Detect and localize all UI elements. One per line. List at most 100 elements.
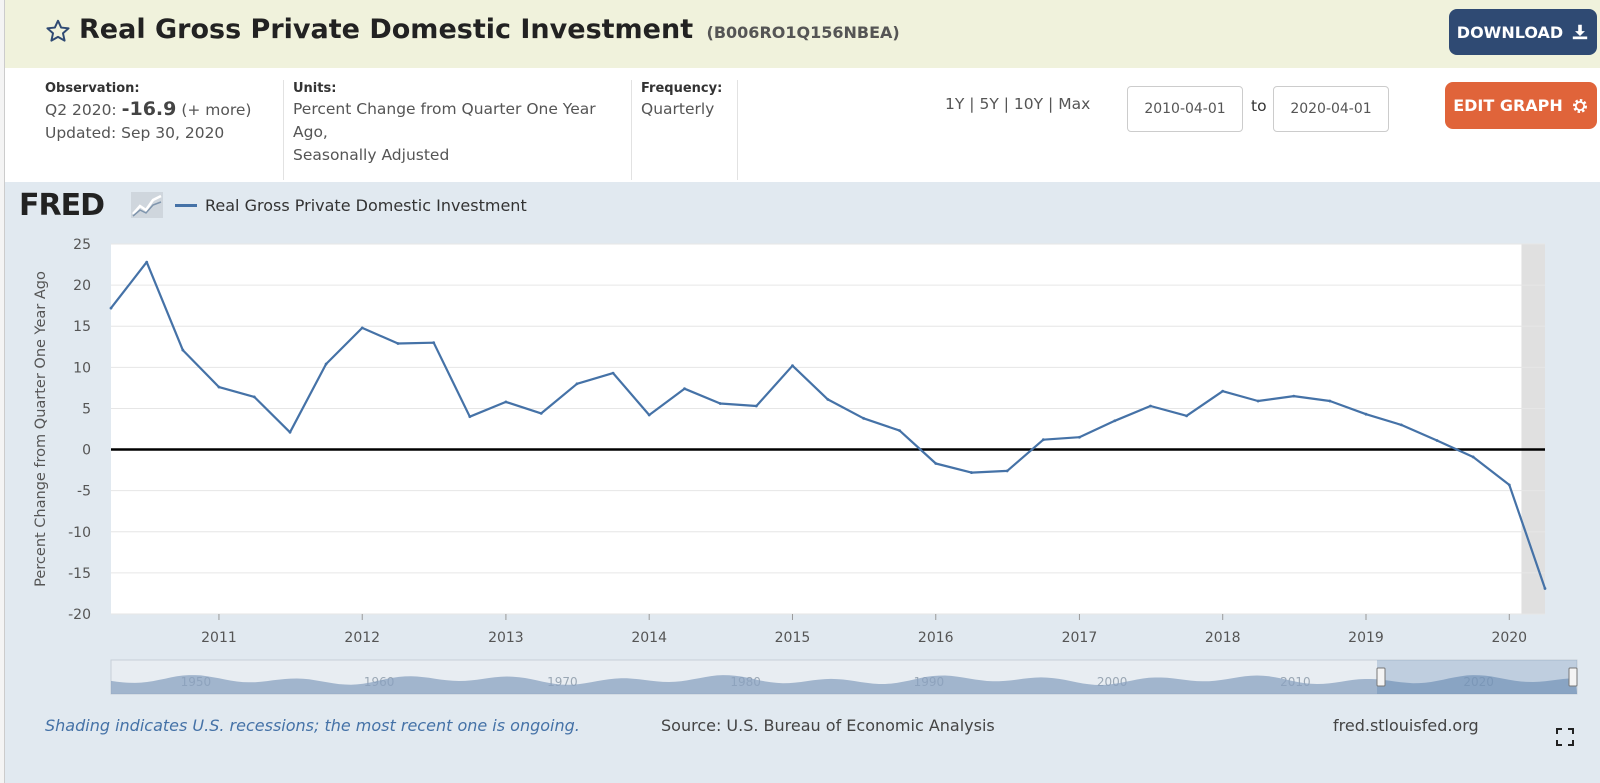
data-point <box>1041 438 1045 442</box>
download-label: DOWNLOAD <box>1456 22 1564 42</box>
frequency-label: Frequency: <box>641 81 723 96</box>
observation-line: Q2 2020: -16.9 (+ more) <box>45 98 275 122</box>
data-point <box>360 326 364 330</box>
title-bar: Real Gross Private Domestic Investment (… <box>5 0 1600 68</box>
page-title: Real Gross Private Domestic Investment (… <box>79 14 900 45</box>
data-point <box>1364 412 1368 416</box>
x-tick-label: 2019 <box>1348 630 1384 646</box>
chart-legend: Real Gross Private Domestic Investment <box>175 196 527 215</box>
data-point <box>575 382 579 386</box>
x-tick-label: 2013 <box>488 630 524 646</box>
x-tick-label: 2015 <box>775 630 811 646</box>
data-point <box>1328 399 1332 403</box>
y-tick-label: -20 <box>68 607 91 623</box>
data-point <box>1507 483 1511 487</box>
fullscreen-icon[interactable] <box>1555 727 1575 747</box>
data-point <box>1149 404 1152 408</box>
data-point <box>1005 469 1009 473</box>
data-point <box>181 348 185 352</box>
data-point <box>396 342 400 345</box>
y-tick-label: -5 <box>77 484 91 500</box>
units-line-2: Ago, <box>293 123 328 141</box>
recession-shade <box>1521 244 1545 614</box>
fred-logo: FRED <box>19 188 105 223</box>
to-label: to <box>1251 97 1267 115</box>
data-point <box>1185 414 1188 418</box>
data-point <box>432 341 436 345</box>
data-point <box>683 387 686 391</box>
edit-graph-button[interactable]: EDIT GRAPH <box>1445 82 1597 129</box>
frequency-value: Quarterly <box>641 100 715 118</box>
data-point <box>1543 587 1547 590</box>
y-tick-label: 0 <box>82 443 91 459</box>
observation-value: -16.9 <box>121 98 177 120</box>
x-tick-label: 2014 <box>631 630 667 646</box>
x-tick-label: 2020 <box>1491 630 1527 646</box>
y-axis-label: Percent Change from Quarter One Year Ago <box>33 271 49 587</box>
data-point <box>1078 435 1081 439</box>
data-point <box>611 371 615 375</box>
data-point <box>288 430 292 434</box>
range-10y-link[interactable]: 10Y <box>1013 95 1044 113</box>
data-point <box>862 416 865 420</box>
edit-graph-label: EDIT GRAPH <box>1453 96 1563 115</box>
legend-swatch <box>175 204 197 207</box>
data-point <box>1256 399 1260 403</box>
download-button[interactable]: DOWNLOAD <box>1449 9 1597 55</box>
data-point <box>898 429 902 433</box>
start-date-input[interactable]: 2010-04-01 <box>1127 86 1243 132</box>
x-tick-label: 2012 <box>344 630 380 646</box>
range-5y-link[interactable]: 5Y <box>979 95 999 113</box>
fred-site-link[interactable]: fred.stlouisfed.org <box>1333 716 1479 735</box>
data-point <box>647 413 651 417</box>
y-tick-label: 10 <box>73 360 91 376</box>
observation-label: Observation: <box>45 81 140 96</box>
observation-period: Q2 2020: <box>45 101 117 119</box>
range-1y-link[interactable]: 1Y <box>945 95 965 113</box>
data-point <box>718 402 722 405</box>
range-separator: | <box>1003 95 1009 113</box>
x-tick-label: 2011 <box>201 630 237 646</box>
data-point <box>1471 455 1475 459</box>
end-date-input[interactable]: 2020-04-01 <box>1273 86 1389 132</box>
navigator-handle[interactable] <box>1376 667 1386 687</box>
data-point <box>1435 439 1439 442</box>
frequency-block: Frequency: Quarterly <box>641 80 731 121</box>
star-icon[interactable] <box>45 18 71 44</box>
y-tick-label: 25 <box>73 237 91 253</box>
data-source: Source: U.S. Bureau of Economic Analysis <box>661 716 995 735</box>
data-point <box>109 306 113 310</box>
gear-icon <box>1572 98 1587 113</box>
units-line-3: Seasonally Adjusted <box>293 146 450 164</box>
date-range-shortcuts: 1Y | 5Y | 10Y | Max <box>945 95 1090 113</box>
observation-block: Observation: Q2 2020: -16.9 (+ more) Upd… <box>45 80 275 145</box>
x-tick-label: 2017 <box>1062 630 1098 646</box>
data-point <box>1113 419 1117 423</box>
data-point <box>934 462 938 465</box>
data-point <box>970 471 973 474</box>
range-max-link[interactable]: Max <box>1058 95 1091 113</box>
data-point <box>826 398 830 401</box>
data-point <box>1292 394 1296 398</box>
data-point <box>754 404 758 408</box>
recession-shading-note: Shading indicates U.S. recessions; the m… <box>45 716 580 735</box>
data-point <box>1221 389 1225 393</box>
x-tick-label: 2018 <box>1205 630 1241 646</box>
range-separator: | <box>1048 95 1054 113</box>
download-icon <box>1572 24 1588 40</box>
data-point <box>324 362 328 366</box>
navigator-area <box>111 675 1577 694</box>
y-tick-label: 5 <box>82 401 91 417</box>
fred-page: Real Gross Private Domestic Investment (… <box>4 0 1600 783</box>
series-info: Observation: Q2 2020: -16.9 (+ more) Upd… <box>5 68 1600 182</box>
observation-more-link[interactable]: (+ more) <box>181 101 252 119</box>
column-divider <box>631 80 632 180</box>
series-id: (B006RO1Q156NBEA) <box>706 23 900 42</box>
data-point <box>252 395 256 399</box>
units-label: Units: <box>293 81 337 96</box>
navigator-selection <box>1377 660 1577 694</box>
range-separator: | <box>969 95 975 113</box>
data-point <box>468 415 472 419</box>
navigator-handle[interactable] <box>1568 667 1578 687</box>
